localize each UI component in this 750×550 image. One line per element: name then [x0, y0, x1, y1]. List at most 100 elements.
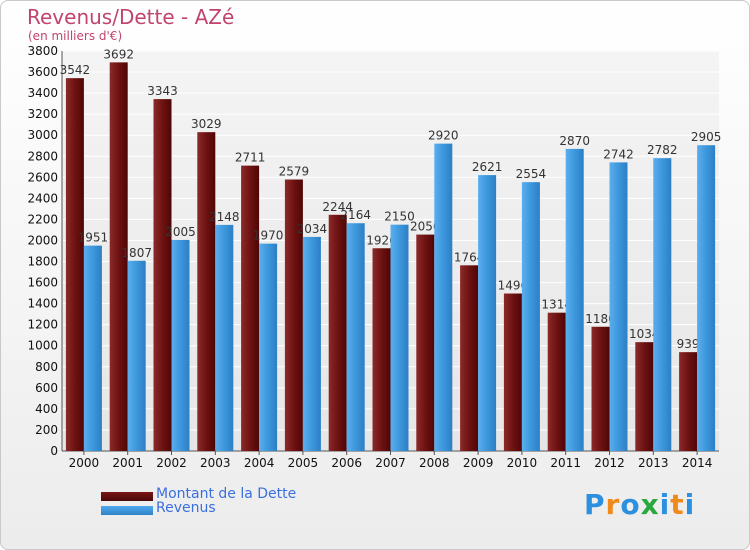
- data-label-dette: 1764: [454, 250, 485, 264]
- logo-letter: i: [684, 488, 696, 521]
- data-label-revenus: 2621: [472, 160, 503, 174]
- data-label-revenus: 1951: [78, 231, 109, 245]
- x-tick-label: 2002: [156, 456, 187, 470]
- bar-dette: [65, 78, 84, 451]
- y-tick-label: 1800: [27, 255, 58, 269]
- y-tick-label: 1000: [27, 339, 58, 353]
- legend-label-revenus: Revenus: [156, 500, 216, 516]
- bar-revenus: [609, 162, 628, 452]
- bar-revenus: [302, 236, 321, 451]
- bar-dette: [460, 265, 479, 451]
- data-label-dette: 1314: [541, 298, 572, 312]
- logo-letter: r: [605, 488, 621, 521]
- data-label-revenus: 2742: [603, 147, 634, 161]
- x-tick-label: 2001: [112, 456, 143, 470]
- bar-dette: [635, 342, 654, 451]
- y-tick-label: 3800: [27, 44, 58, 58]
- data-label-dette: 3692: [103, 47, 134, 61]
- bar-revenus: [697, 145, 716, 452]
- proxiti-logo: Proxiti: [584, 488, 695, 521]
- bar-revenus: [127, 260, 146, 451]
- data-label-revenus: 2164: [340, 208, 371, 222]
- bar-revenus: [346, 223, 365, 451]
- x-tick-label: 2011: [550, 456, 581, 470]
- legend-label-dette: Montant de la Dette: [156, 486, 297, 502]
- data-label-dette: 3029: [191, 117, 222, 131]
- y-tick-label: 200: [35, 423, 58, 437]
- y-tick-label: 3600: [27, 65, 58, 79]
- logo-letter: P: [584, 488, 606, 521]
- x-tick-label: 2000: [69, 456, 100, 470]
- x-tick-label: 2006: [331, 456, 362, 470]
- legend-swatch-revenus: [101, 506, 153, 515]
- bar-dette: [328, 214, 347, 451]
- y-tick-label: 2400: [27, 191, 58, 205]
- data-label-dette: 3343: [147, 84, 178, 98]
- y-tick-label: 1600: [27, 276, 58, 290]
- data-label-revenus: 2148: [209, 210, 240, 224]
- x-tick-label: 2009: [463, 456, 494, 470]
- bar-revenus: [171, 239, 190, 451]
- bar-dette: [416, 234, 435, 451]
- bar-revenus: [215, 224, 234, 451]
- logo-letter: i: [659, 488, 671, 521]
- bar-dette: [547, 312, 566, 451]
- logo-letter: x: [640, 488, 660, 521]
- y-tick-label: 3200: [27, 107, 58, 121]
- y-tick-label: 0: [50, 444, 58, 458]
- bar-revenus: [83, 245, 102, 451]
- data-label-dette: 1926: [366, 233, 397, 247]
- data-label-revenus: 1807: [121, 246, 152, 260]
- bar-dette: [153, 99, 172, 452]
- y-tick-label: 600: [35, 381, 58, 395]
- y-tick-label: 400: [35, 402, 58, 416]
- data-label-revenus: 1970: [253, 229, 284, 243]
- bar-revenus: [434, 143, 453, 451]
- data-label-revenus: 2554: [516, 167, 547, 181]
- chart-subtitle: (en milliers d'€): [28, 29, 123, 43]
- bar-revenus: [390, 224, 409, 451]
- bar-revenus: [521, 182, 540, 451]
- data-label-dette: 1496: [498, 279, 529, 293]
- bar-dette: [197, 132, 216, 451]
- bar-dette: [109, 62, 128, 452]
- bar-revenus: [259, 243, 278, 451]
- data-label-revenus: 2005: [165, 225, 196, 239]
- data-label-dette: 1034: [629, 327, 660, 341]
- y-tick-label: 3400: [27, 86, 58, 100]
- data-label-dette: 1180: [585, 312, 616, 326]
- y-tick-label: 1200: [27, 318, 58, 332]
- bar-revenus: [565, 148, 584, 452]
- data-label-dette: 2711: [235, 151, 266, 165]
- x-tick-label: 2014: [682, 456, 713, 470]
- x-tick-label: 2003: [200, 456, 231, 470]
- bar-dette: [503, 293, 522, 451]
- bar-dette: [241, 165, 260, 451]
- logo-letter: t: [670, 488, 685, 521]
- y-tick-label: 1400: [27, 297, 58, 311]
- y-tick-label: 2800: [27, 149, 58, 163]
- bar-revenus: [478, 175, 497, 451]
- data-label-revenus: 2150: [384, 210, 415, 224]
- data-label-revenus: 2905: [691, 130, 722, 144]
- bar-dette: [591, 326, 610, 451]
- data-label-revenus: 2920: [428, 129, 459, 143]
- x-tick-label: 2010: [507, 456, 538, 470]
- bar-dette: [284, 179, 303, 452]
- x-tick-label: 2012: [594, 456, 625, 470]
- data-label-revenus: 2034: [297, 222, 328, 236]
- data-label-dette: 3542: [60, 63, 91, 77]
- data-label-dette: 939: [677, 337, 700, 351]
- chart-title: Revenus/Dette - AZé: [27, 5, 235, 29]
- x-tick-label: 2008: [419, 456, 450, 470]
- x-tick-label: 2005: [288, 456, 319, 470]
- data-label-dette: 2579: [279, 165, 310, 179]
- bar-dette: [679, 352, 698, 451]
- x-tick-label: 2013: [638, 456, 669, 470]
- y-tick-label: 2200: [27, 212, 58, 226]
- x-tick-label: 2004: [244, 456, 275, 470]
- logo-letter: o: [620, 488, 641, 521]
- bar-dette: [372, 248, 391, 451]
